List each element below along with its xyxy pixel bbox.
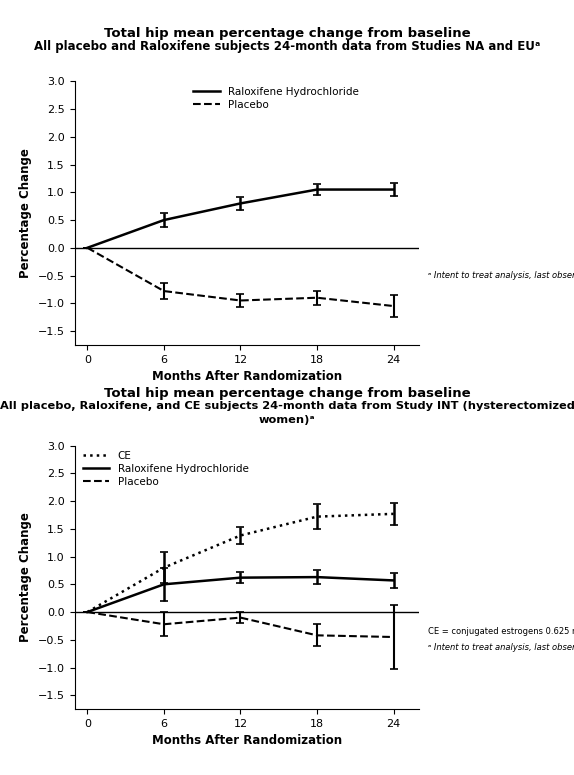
Text: All placebo and Raloxifene subjects 24-month data from Studies NA and EUᵃ: All placebo and Raloxifene subjects 24-m… (34, 40, 540, 53)
Y-axis label: Percentage Change: Percentage Change (20, 148, 32, 278)
Text: CE = conjugated estrogens 0.625 mg/day: CE = conjugated estrogens 0.625 mg/day (428, 627, 574, 636)
X-axis label: Months After Randomization: Months After Randomization (152, 370, 342, 383)
Text: ᵃ Intent to treat analysis, last observation carried forward: ᵃ Intent to treat analysis, last observa… (428, 270, 574, 280)
Text: women)ᵃ: women)ᵃ (259, 415, 315, 425)
Text: Total hip mean percentage change from baseline: Total hip mean percentage change from ba… (104, 27, 470, 40)
Legend: CE, Raloxifene Hydrochloride, Placebo: CE, Raloxifene Hydrochloride, Placebo (83, 451, 249, 487)
Text: ᵃ Intent to treat analysis, last observation carried forward: ᵃ Intent to treat analysis, last observa… (428, 642, 574, 652)
X-axis label: Months After Randomization: Months After Randomization (152, 735, 342, 747)
Text: All placebo, Raloxifene, and CE subjects 24-month data from Study INT (hysterect: All placebo, Raloxifene, and CE subjects… (0, 401, 574, 411)
Y-axis label: Percentage Change: Percentage Change (20, 512, 32, 642)
Legend: Raloxifene Hydrochloride, Placebo: Raloxifene Hydrochloride, Placebo (193, 87, 359, 110)
Text: Total hip mean percentage change from baseline: Total hip mean percentage change from ba… (104, 388, 470, 401)
